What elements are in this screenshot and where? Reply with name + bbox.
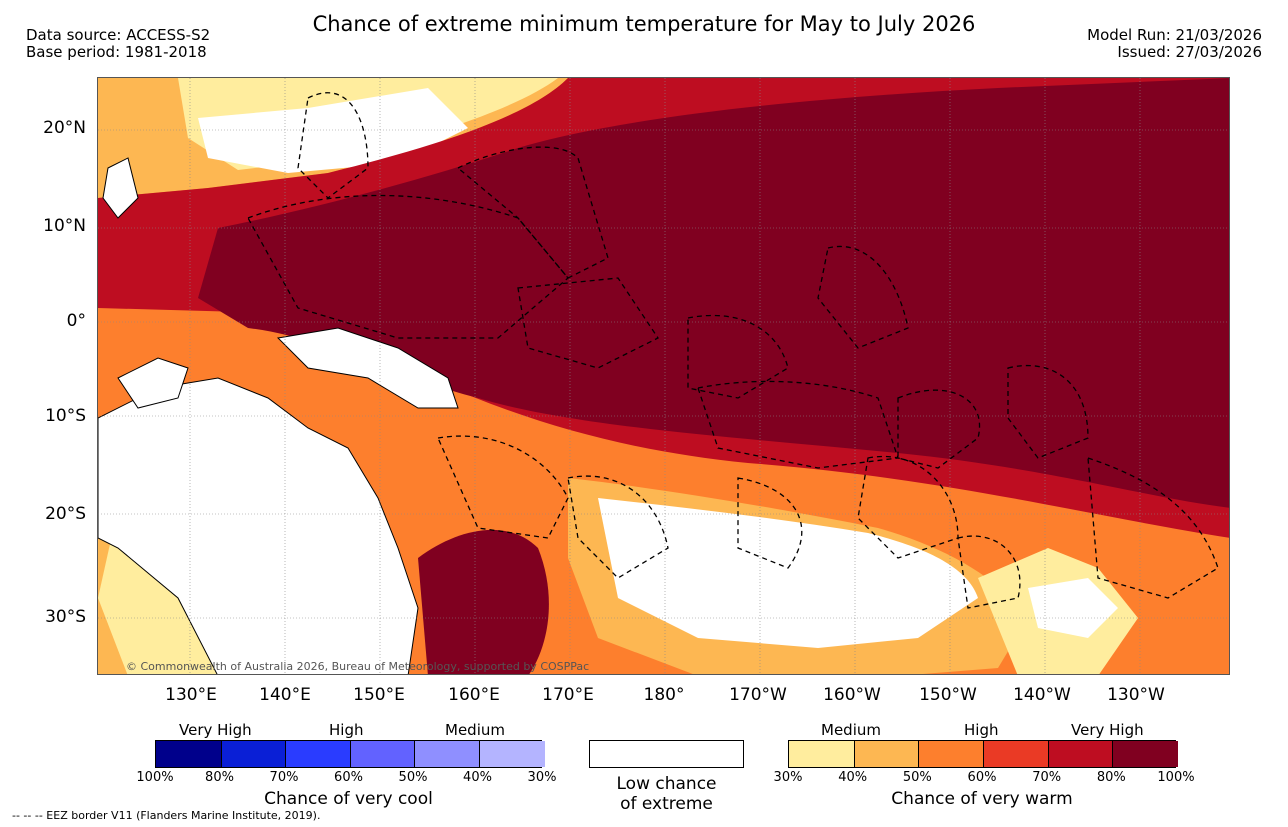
neutral-swatch bbox=[589, 740, 744, 768]
cool-category-label: Very High bbox=[179, 721, 252, 739]
page-title: Chance of extreme minimum temperature fo… bbox=[312, 12, 976, 36]
eez-border bbox=[297, 92, 369, 199]
lon-label: 130°E bbox=[165, 685, 217, 705]
model-run: Model Run: 21/03/2026 bbox=[1087, 26, 1262, 44]
eez-footnote: -- -- -- EEZ border V11 (Flanders Marine… bbox=[12, 809, 321, 822]
lon-label: 140°W bbox=[1013, 685, 1071, 705]
run-info: Model Run: 21/03/2026 Issued: 27/03/2026 bbox=[1087, 27, 1262, 61]
graticule bbox=[98, 78, 1229, 674]
eez-border bbox=[517, 277, 659, 369]
colorbar-tick: 30% bbox=[527, 770, 557, 785]
indonesia-islands bbox=[117, 357, 189, 409]
colorbar-tick: 50% bbox=[902, 770, 932, 785]
eez-border bbox=[567, 475, 669, 579]
colorbar-tick: 30% bbox=[773, 770, 803, 785]
neutral-caption-2: of extreme bbox=[620, 794, 713, 814]
north-low-chance bbox=[198, 88, 468, 173]
lat-label: 10°S bbox=[45, 406, 86, 426]
colorbar-swatch bbox=[1112, 741, 1179, 767]
lon-label: 140°E bbox=[259, 685, 311, 705]
colorbar-swatch bbox=[156, 741, 221, 767]
eez-border bbox=[456, 146, 609, 279]
colorbar-swatch bbox=[285, 741, 351, 767]
colorbar-swatch bbox=[220, 741, 287, 767]
colorbar-swatch bbox=[1047, 741, 1114, 767]
colorbar-swatch bbox=[789, 741, 855, 767]
warm-colorbar bbox=[788, 740, 1179, 768]
lon-label: 130°W bbox=[1107, 685, 1165, 705]
cool-colorbar bbox=[155, 740, 545, 768]
warm-category-label: Very High bbox=[1071, 721, 1144, 739]
colorbar-tick: 40% bbox=[463, 770, 492, 785]
lon-label: 160°W bbox=[823, 685, 881, 705]
eez-border bbox=[1087, 457, 1219, 599]
warm-category-label: Medium bbox=[821, 721, 881, 739]
colorbar-tick: 80% bbox=[205, 770, 234, 785]
eez-border bbox=[437, 435, 569, 539]
lon-label: 150°W bbox=[919, 685, 977, 705]
lon-label: 170°E bbox=[542, 685, 594, 705]
colorbar-tick: 60% bbox=[967, 770, 997, 785]
colorbar-swatch bbox=[478, 741, 545, 767]
copyright-notice: © Commonwealth of Australia 2026, Bureau… bbox=[126, 660, 590, 673]
neutral-caption-1: Low chance bbox=[616, 774, 717, 794]
very-high-warm-core bbox=[198, 78, 1229, 508]
eez-border bbox=[687, 314, 789, 399]
colorbar-swatch bbox=[349, 741, 416, 767]
south-east-low bbox=[1028, 578, 1118, 638]
warm-category-label: High bbox=[964, 721, 999, 739]
eez-border bbox=[1007, 364, 1089, 459]
colorbar-tick: 40% bbox=[838, 770, 868, 785]
colorbar-swatch bbox=[983, 741, 1050, 767]
source-info: Data source: ACCESS-S2 Base period: 1981… bbox=[26, 27, 210, 61]
lon-label: 180° bbox=[643, 685, 685, 705]
data-source: Data source: ACCESS-S2 bbox=[26, 26, 211, 44]
issued-date: Issued: 27/03/2026 bbox=[1117, 43, 1262, 61]
colorbar-tick: 70% bbox=[269, 770, 299, 785]
cool-category-label: Medium bbox=[445, 721, 505, 739]
philippines bbox=[102, 157, 139, 219]
cool-caption: Chance of very cool bbox=[264, 789, 433, 809]
lon-label: 170°W bbox=[729, 685, 787, 705]
lat-label: 0° bbox=[66, 311, 86, 331]
eez-borders bbox=[247, 92, 1219, 609]
south-pacific-low bbox=[598, 498, 978, 648]
lat-label: 10°N bbox=[43, 216, 86, 236]
eez-border bbox=[897, 389, 981, 469]
colorbar-tick: 50% bbox=[398, 770, 428, 785]
colorbar-tick: 60% bbox=[334, 770, 363, 785]
lon-label: 150°E bbox=[353, 685, 405, 705]
eez-border bbox=[697, 380, 899, 469]
map-graphic bbox=[98, 78, 1229, 674]
colorbar-swatch bbox=[918, 741, 985, 767]
tasman-high-patch bbox=[418, 529, 549, 674]
colorbar-tick: 80% bbox=[1096, 770, 1126, 785]
eez-border bbox=[817, 245, 909, 349]
colorbar-tick: 100% bbox=[136, 770, 174, 785]
forecast-map: © Commonwealth of Australia 2026, Bureau… bbox=[97, 77, 1230, 675]
colorbar-tick: 100% bbox=[1157, 770, 1195, 785]
lon-label: 160°E bbox=[448, 685, 500, 705]
new-guinea bbox=[276, 327, 459, 409]
lat-label: 20°N bbox=[43, 118, 86, 138]
colorbar-swatch bbox=[853, 741, 920, 767]
australia-landmass bbox=[98, 377, 419, 674]
lat-label: 20°S bbox=[45, 504, 86, 524]
lat-label: 30°S bbox=[45, 607, 86, 627]
eez-border bbox=[737, 477, 803, 569]
warm-caption: Chance of very warm bbox=[891, 789, 1073, 809]
colorbar-tick: 70% bbox=[1032, 770, 1062, 785]
cool-category-label: High bbox=[329, 721, 364, 739]
colorbar-swatch bbox=[414, 741, 480, 767]
base-period: Base period: 1981-2018 bbox=[26, 43, 207, 61]
